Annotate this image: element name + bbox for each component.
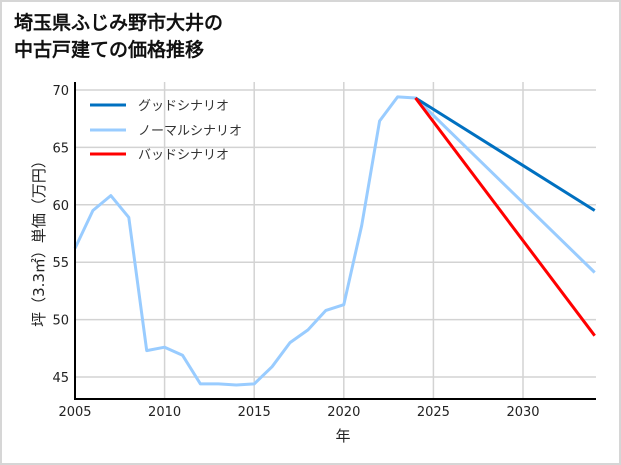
legend-label-normal: ノーマルシナリオ <box>138 124 242 139</box>
axes <box>74 82 596 400</box>
series-line <box>73 95 596 387</box>
grid-lines <box>75 82 596 399</box>
chart-title-line-1: 埼玉県ふじみ野市大井の <box>14 12 224 34</box>
x-axis-label: 年 <box>335 427 350 445</box>
y-tick-label: 70 <box>52 84 69 99</box>
y-axis-label: 坪（3.3㎡）単価（万円） <box>30 153 48 327</box>
y-tick-label: 45 <box>52 371 69 386</box>
legend-label-bad: バッドシナリオ <box>138 148 229 163</box>
x-tick-label: 2020 <box>327 405 360 420</box>
x-tick-label: 2005 <box>58 405 91 420</box>
legend-label-good: グッドシナリオ <box>138 99 229 114</box>
x-tick-label: 2010 <box>148 405 181 420</box>
y-tick-label: 65 <box>52 141 69 156</box>
legend: グッドシナリオ ノーマルシナリオ バッドシナリオ <box>90 99 242 163</box>
y-tick-label: 50 <box>52 314 69 329</box>
tick-labels: 2005 2010 2015 2020 2025 2030 45 50 55 60 65 70 <box>52 84 539 420</box>
x-tick-label: 2015 <box>238 405 271 420</box>
chart-title: 埼玉県ふじみ野市大井の 中古戸建ての価格推移 <box>14 10 223 64</box>
data-series <box>73 95 596 387</box>
chart-title-line-2: 中古戸建ての価格推移 <box>14 39 205 61</box>
series-line <box>414 96 596 212</box>
y-tick-label: 60 <box>52 199 69 214</box>
x-tick-label: 2025 <box>417 405 450 420</box>
series-line <box>414 97 596 337</box>
x-tick-label: 2030 <box>506 405 539 420</box>
y-tick-label: 55 <box>52 256 69 271</box>
